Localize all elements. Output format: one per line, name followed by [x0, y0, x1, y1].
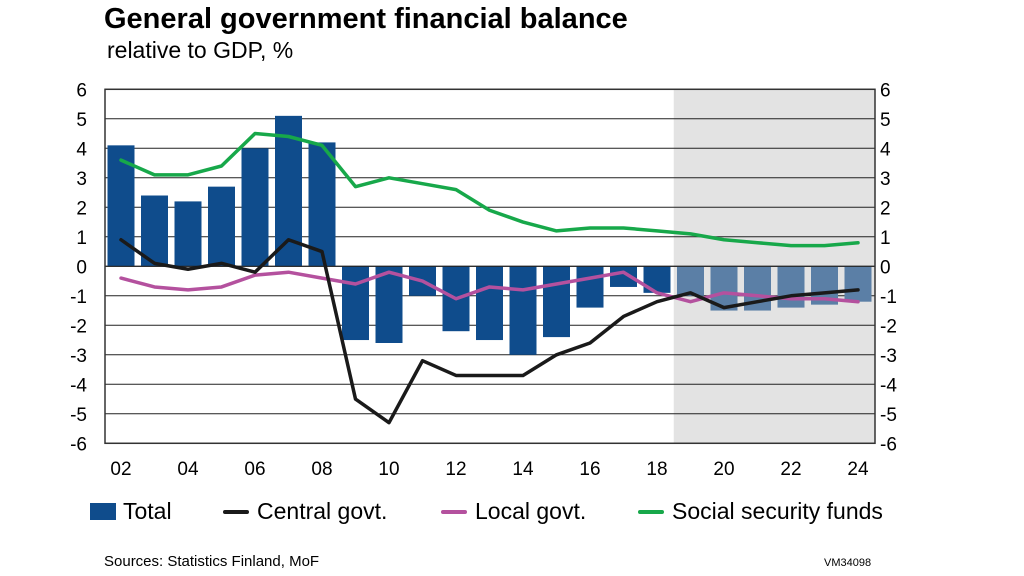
- line-local-govt: [119, 270, 860, 304]
- y-tick-label-right: -4: [880, 375, 897, 396]
- y-tick-label-left: -1: [70, 287, 87, 308]
- chart-title: General government financial balance: [104, 3, 628, 35]
- legend-swatch-social: [638, 509, 664, 514]
- x-tick-label: 02: [110, 459, 131, 480]
- y-tick-label-right: 4: [880, 139, 891, 160]
- bar-total: [141, 195, 168, 267]
- y-tick-label-left: -6: [70, 434, 87, 455]
- bar-total: [308, 142, 336, 267]
- legend-label-local: Local govt.: [475, 498, 587, 524]
- chart-subtitle: relative to GDP, %: [107, 37, 294, 63]
- y-tick-label-left: 5: [76, 110, 87, 131]
- x-tick-label: 10: [378, 459, 399, 480]
- source-note: Sources: Statistics Finland, MoF: [104, 553, 320, 570]
- x-tick-label: 20: [713, 459, 734, 480]
- legend-label-total: Total: [123, 498, 172, 524]
- bar-total: [476, 266, 503, 341]
- y-tick-label-left: 1: [76, 228, 87, 249]
- bar-total: [844, 266, 872, 302]
- y-tick-label-left: 3: [76, 169, 87, 190]
- bar-total: [241, 148, 269, 267]
- x-tick-label: 04: [177, 459, 199, 480]
- y-tick-label-left: 6: [76, 80, 87, 101]
- x-tick-label: 14: [512, 459, 534, 480]
- bar-total: [174, 201, 202, 267]
- plot-border: [104, 88, 876, 445]
- bar-total: [777, 266, 805, 308]
- x-tick-label: 06: [244, 459, 265, 480]
- y-tick-label-left: -5: [70, 405, 87, 426]
- line-social-security-funds: [119, 131, 860, 248]
- legend-swatch-central: [223, 509, 249, 514]
- y-tick-label-right: 0: [880, 257, 891, 278]
- x-tick-label: 08: [311, 459, 332, 480]
- legend-item-social: Social security funds: [638, 498, 883, 525]
- y-tick-label-left: 0: [76, 257, 87, 278]
- bar-total: [342, 266, 369, 341]
- y-tick-label-right: -1: [880, 287, 897, 308]
- x-tick-label: 18: [646, 459, 667, 480]
- x-tick-label: 22: [780, 459, 801, 480]
- y-tick-label-right: 5: [880, 110, 891, 131]
- bar-total: [208, 186, 235, 267]
- x-tick-label: 12: [445, 459, 466, 480]
- legend-label-social: Social security funds: [672, 498, 883, 524]
- legend-label-central: Central govt.: [257, 498, 388, 524]
- y-tick-label-left: -3: [70, 346, 87, 367]
- y-tick-label-right: -2: [880, 316, 897, 337]
- legend-swatch-local: [441, 509, 467, 514]
- chart-code: VM34098: [824, 557, 872, 569]
- bar-total: [543, 266, 570, 338]
- bar-total: [375, 266, 403, 343]
- legend-swatch-total: [90, 503, 116, 520]
- y-tick-label-right: -6: [880, 434, 897, 455]
- y-tick-label-right: 2: [880, 198, 891, 219]
- bar-total: [509, 266, 537, 355]
- x-tick-label: 16: [579, 459, 600, 480]
- legend-item-central: Central govt.: [223, 498, 387, 525]
- legend-item-total: Total: [90, 498, 172, 525]
- y-tick-label-right: 3: [880, 169, 891, 190]
- y-tick-label-left: 2: [76, 198, 87, 219]
- y-tick-label-right: -3: [880, 346, 897, 367]
- y-tick-label-left: 4: [76, 139, 87, 160]
- x-tick-label: 24: [847, 459, 869, 480]
- y-tick-label-left: -4: [70, 375, 87, 396]
- y-tick-label-right: -5: [880, 405, 897, 426]
- line-central-govt: [119, 238, 860, 425]
- bar-total: [677, 266, 704, 296]
- y-tick-label-left: -2: [70, 316, 87, 337]
- y-tick-label-right: 1: [880, 228, 891, 249]
- bar-total: [610, 266, 637, 287]
- legend-item-local: Local govt.: [441, 498, 586, 525]
- bar-total: [576, 266, 604, 308]
- y-tick-label-right: 6: [880, 80, 891, 101]
